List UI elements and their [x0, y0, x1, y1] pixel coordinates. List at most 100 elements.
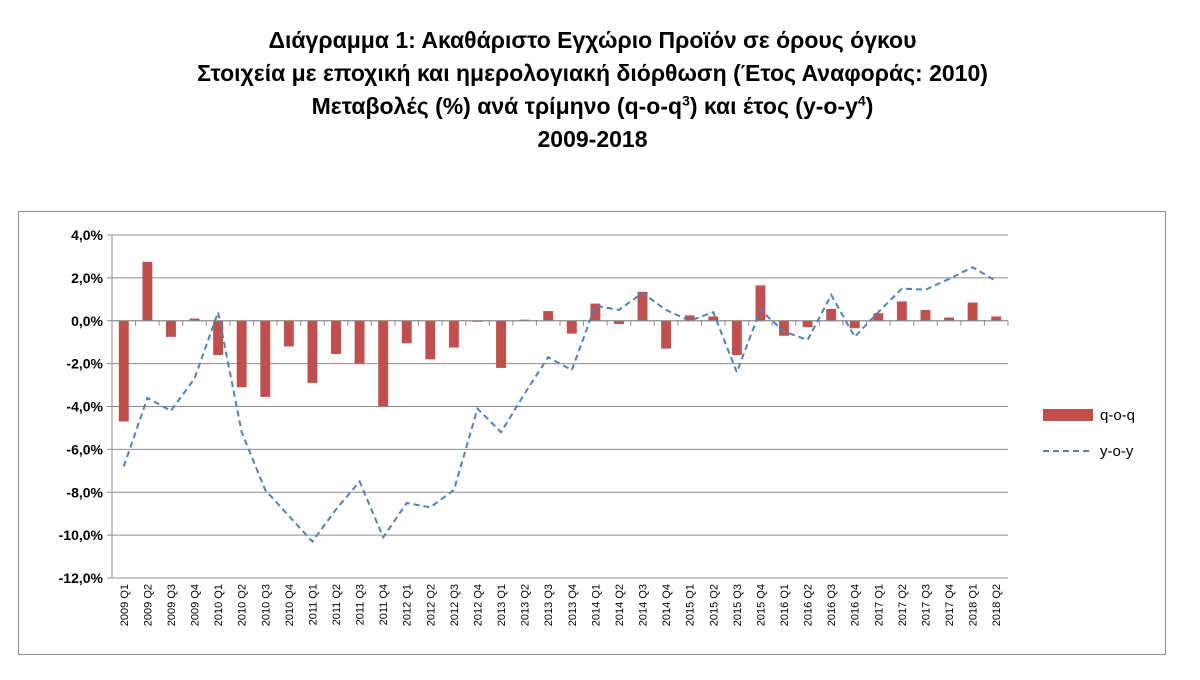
- x-tick-label: 2015 Q2: [708, 584, 720, 626]
- x-tick-label: 2013 Q2: [520, 584, 532, 626]
- bar-qoq: [991, 316, 1002, 321]
- x-tick-label: 2010 Q4: [284, 584, 296, 626]
- x-tick-label: 2014 Q4: [661, 584, 673, 626]
- x-axis-ticks: 2009 Q1 2009 Q2 2009 Q3 2009 Q4 2010 Q1 2010 …: [119, 584, 1003, 626]
- x-tick-label: 2016 Q2: [803, 584, 815, 626]
- footnote-marker-3: 3: [682, 92, 690, 109]
- x-tick-label: 2009 Q3: [166, 584, 178, 626]
- x-tick-label: 2010 Q3: [260, 584, 272, 626]
- bar-qoq: [496, 320, 507, 368]
- bar-qoq: [142, 261, 153, 321]
- footnote-marker-4: 4: [857, 92, 866, 109]
- bar-qoq: [967, 302, 978, 321]
- bar-qoq: [165, 320, 176, 337]
- x-tick-label: 2015 Q4: [755, 584, 767, 626]
- title-line-3: Μεταβολές (%) ανά τρίμηνο (q-o-q3) και έ…: [0, 90, 1185, 123]
- x-tick-label: 2009 Q4: [190, 584, 202, 626]
- bar-qoq: [283, 320, 294, 347]
- x-tick-label: 2009 Q1: [119, 584, 131, 626]
- bar-qoq: [566, 320, 577, 334]
- x-tick-label: 2017 Q1: [873, 584, 885, 626]
- x-tick-label: 2016 Q4: [850, 584, 862, 626]
- x-tick-label: 2014 Q3: [638, 584, 650, 626]
- line-yoy: [122, 266, 997, 544]
- y-tick-label: -4,0%: [66, 399, 103, 415]
- bar-qoq: [755, 285, 766, 321]
- bar-qoq: [425, 320, 436, 360]
- x-tick-label: 2014 Q1: [590, 584, 602, 626]
- title-line-3-part-a: Μεταβολές (%) ανά τρίμηνο (q-o-q: [311, 93, 683, 119]
- x-tick-label: 2013 Q4: [567, 584, 579, 626]
- y-tick-label: -8,0%: [66, 484, 103, 500]
- x-tick-label: 2012 Q3: [449, 584, 461, 626]
- bar-qoq: [826, 308, 837, 321]
- bar-qoq: [896, 301, 907, 321]
- chart-title: Διάγραμμα 1: Ακαθάριστο Εγχώριο Προϊόν σ…: [0, 24, 1185, 156]
- x-tick-label: 2011 Q1: [307, 584, 319, 625]
- bar-qoq: [118, 320, 129, 422]
- title-line-4: 2009-2018: [537, 126, 648, 152]
- x-tick-label: 2011 Q2: [331, 584, 343, 625]
- title-line-2: Στοιχεία με εποχική και ημερολογιακή διό…: [197, 60, 988, 86]
- x-tick-label: 2017 Q4: [944, 584, 956, 626]
- x-tick-label: 2011 Q3: [355, 584, 367, 625]
- bar-qoq: [661, 320, 672, 349]
- bar-qoq: [849, 320, 860, 329]
- y-tick-label: 2,0%: [71, 270, 103, 286]
- x-tick-label: 2016 Q3: [826, 584, 838, 626]
- legend-label-qoq: q-o-q: [1100, 407, 1135, 424]
- bar-qoq: [779, 320, 789, 336]
- title-line-1: Διάγραμμα 1: Ακαθάριστο Εγχώριο Προϊόν σ…: [268, 27, 917, 53]
- bar-qoq: [354, 320, 365, 364]
- bar-qoq: [637, 291, 648, 321]
- bar-qoq: [708, 316, 719, 321]
- x-tick-label: 2015 Q3: [732, 584, 744, 626]
- bar-qoq: [944, 317, 955, 321]
- legend-label-yoy: y-o-y: [1100, 443, 1134, 460]
- x-tick-label: 2014 Q2: [614, 584, 626, 626]
- bar-qoq: [920, 310, 931, 321]
- x-tick-label: 2016 Q1: [779, 584, 791, 626]
- bar-qoq: [590, 303, 601, 321]
- legend-swatch-qoq: [1043, 409, 1093, 421]
- y-tick-label: -12,0%: [59, 570, 104, 586]
- bar-qoq: [189, 318, 200, 321]
- bar-qoq: [519, 319, 530, 321]
- chart-area: [18, 211, 1166, 655]
- y-tick-label: -6,0%: [66, 441, 103, 457]
- y-tick-label: 0,0%: [71, 313, 103, 329]
- x-tick-label: 2010 Q1: [213, 584, 225, 626]
- bar-qoq: [260, 320, 271, 397]
- x-tick-label: 2012 Q4: [472, 584, 484, 626]
- zero-axis: [111, 320, 1009, 326]
- bar-qoq: [213, 320, 224, 356]
- title-line-3-part-b: ) και έτος (y-o-y: [689, 93, 858, 119]
- x-tick-label: 2015 Q1: [685, 584, 697, 626]
- bar-qoq: [543, 311, 554, 321]
- qoq-bars: [118, 261, 1002, 422]
- bar-qoq: [684, 315, 695, 321]
- bar-qoq: [236, 320, 247, 388]
- bar-qoq: [307, 320, 318, 383]
- x-tick-label: 2018 Q1: [968, 584, 980, 626]
- y-tick-label: -10,0%: [59, 527, 104, 543]
- yoy-line: [122, 266, 997, 544]
- title-line-3-part-c: ): [865, 93, 874, 119]
- bar-qoq: [401, 320, 412, 344]
- y-axis-ticks: 4,0% 2,0% 0,0% -2,0% -4,0% -6,0% -8,0% -10,0% -1…: [59, 227, 104, 586]
- x-tick-label: 2017 Q2: [897, 584, 909, 626]
- gridlines: [107, 234, 1008, 579]
- y-tick-label: -2,0%: [66, 356, 103, 372]
- bar-qoq: [613, 320, 624, 324]
- bar-qoq: [802, 320, 813, 328]
- x-tick-label: 2018 Q2: [991, 584, 1003, 626]
- x-tick-label: 2013 Q1: [496, 584, 508, 626]
- bar-qoq: [378, 320, 389, 407]
- x-tick-label: 2017 Q3: [920, 584, 932, 626]
- x-tick-label: 2012 Q1: [402, 584, 414, 626]
- x-tick-label: 2009 Q2: [142, 584, 154, 626]
- x-tick-label: 2012 Q2: [425, 584, 437, 626]
- x-tick-label: 2010 Q2: [237, 584, 249, 626]
- bar-qoq: [472, 320, 483, 322]
